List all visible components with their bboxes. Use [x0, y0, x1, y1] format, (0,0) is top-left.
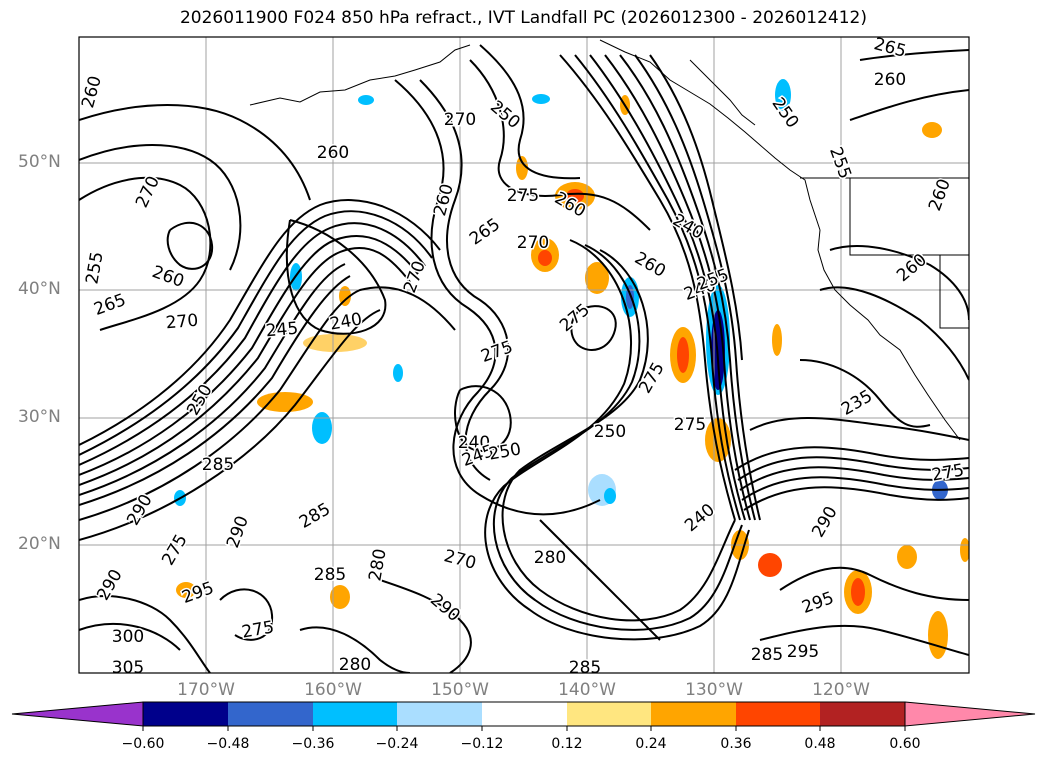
colorbar-cell [820, 702, 905, 726]
colorbar-cell [143, 702, 228, 726]
contour-label: 285 [314, 565, 346, 585]
contour-label: 300 [112, 627, 144, 647]
coastlines [249, 39, 969, 441]
contour-lines [79, 44, 969, 673]
lon-label-140w: 140°W [558, 680, 616, 700]
contour-label: 280 [534, 548, 566, 568]
colorbar-tick: 0.36 [720, 736, 752, 752]
colorbar-tick: −0.24 [375, 736, 419, 752]
contour-label: 280 [365, 547, 390, 582]
contour-label: 275 [674, 415, 706, 435]
contour-label: 270 [165, 311, 199, 334]
contour-label: 295 [787, 642, 819, 662]
lon-label-170w: 170°W [177, 680, 235, 700]
contour-label: 260 [874, 70, 906, 90]
colorbar-tick: −0.60 [121, 736, 165, 752]
lon-label-160w: 160°W [304, 680, 362, 700]
graticule [79, 37, 969, 673]
colorbar [11, 701, 1036, 731]
contour-label: 285 [751, 645, 783, 665]
colorbar-cell [651, 702, 736, 726]
colorbar-cell [482, 702, 567, 726]
colorbar-tick: 0.12 [551, 736, 583, 752]
contour-label: 305 [112, 658, 144, 678]
colorbar-tick: 0.48 [804, 736, 836, 752]
colorbar-tick: −0.36 [291, 736, 335, 752]
contour-label: 285 [202, 455, 234, 475]
lon-label-130w: 130°W [685, 680, 743, 700]
colorbar-tick: −0.48 [206, 736, 250, 752]
colorbar-cell [397, 702, 482, 726]
lat-label-20n: 20°N [18, 534, 61, 554]
plot-frame [78, 36, 970, 674]
contour-label: 280 [339, 655, 371, 675]
contour-label: 275 [507, 186, 539, 206]
contour-label: 270 [444, 110, 476, 130]
lon-label-150w: 150°W [431, 680, 489, 700]
lat-label-50n: 50°N [18, 152, 61, 172]
colorbar-tick: 0.24 [635, 736, 667, 752]
contour-label: 270 [517, 233, 549, 253]
contour-label: 285 [569, 658, 601, 678]
contour-label: 240 [458, 433, 490, 453]
colorbar-cell [567, 702, 651, 726]
lat-label-30n: 30°N [18, 407, 61, 427]
colorbar-tick: −0.12 [460, 736, 504, 752]
colorbar-extend-max [904, 701, 1036, 727]
colorbar-tick: 0.60 [889, 736, 921, 752]
colorbar-cell [313, 702, 397, 726]
plot-area [79, 37, 969, 673]
contour-label: 250 [594, 422, 626, 442]
colorbar-extend-min [11, 701, 144, 727]
contour-label: 260 [317, 143, 349, 163]
lat-label-40n: 40°N [18, 279, 61, 299]
colorbar-cell [228, 702, 313, 726]
map-title: 2026011900 F024 850 hPa refract., IVT La… [179, 8, 867, 28]
lon-label-120w: 120°W [812, 680, 870, 700]
contour-label: 245 [265, 319, 299, 342]
colorbar-cell [736, 702, 820, 726]
